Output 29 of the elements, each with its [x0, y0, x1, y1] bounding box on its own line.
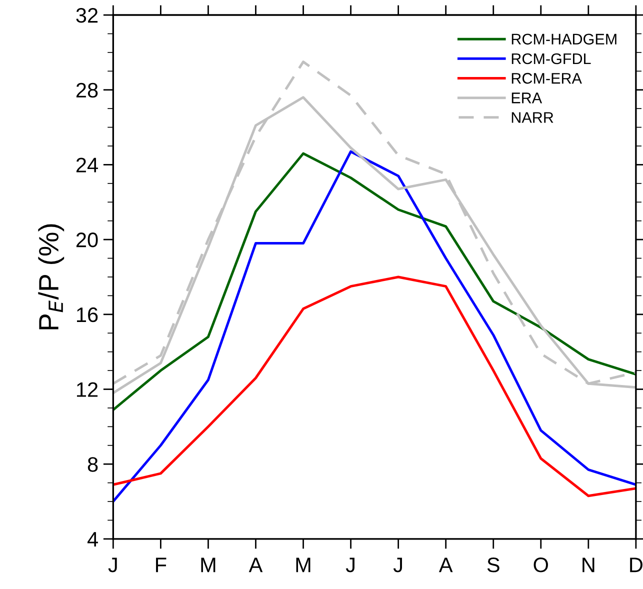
legend-label: RCM-HADGEM: [512, 34, 616, 45]
y-tick-label: 8: [88, 457, 98, 472]
x-tick-label: F: [156, 558, 166, 572]
y-tick-label: 16: [77, 307, 98, 322]
x-tick-label: S: [487, 558, 500, 572]
y-tick-label: 28: [76, 82, 98, 98]
x-tick-label: N: [582, 558, 594, 572]
x-tick-label: M: [296, 558, 310, 572]
legend-label: RCM-ERA: [512, 72, 582, 84]
y-tick-label: 4: [87, 532, 98, 546]
line-series: [113, 276, 636, 498]
line-series: [113, 152, 636, 412]
x-tick-label: J: [393, 558, 402, 572]
y-tick-label: 12: [77, 382, 98, 397]
y-tick-label: 20: [76, 232, 98, 248]
y-axis-title: P$_{E}$/P (%): [38, 224, 64, 330]
y-tick-label: 32: [76, 8, 98, 23]
x-tick-label: D: [630, 558, 642, 572]
x-tick-label: O: [534, 558, 548, 572]
x-tick-label: A: [248, 558, 263, 572]
legend-label: RCM-GFDL: [512, 53, 591, 64]
x-tick-label: A: [438, 558, 453, 572]
legend-label: NARR: [512, 112, 554, 123]
x-tick-label: M: [201, 558, 216, 572]
legend-label: ERA: [512, 92, 542, 104]
line-series: [113, 150, 636, 503]
y-tick-label: 24: [76, 158, 98, 172]
x-tick-label: J: [346, 558, 354, 572]
x-tick-label: J: [108, 558, 117, 572]
